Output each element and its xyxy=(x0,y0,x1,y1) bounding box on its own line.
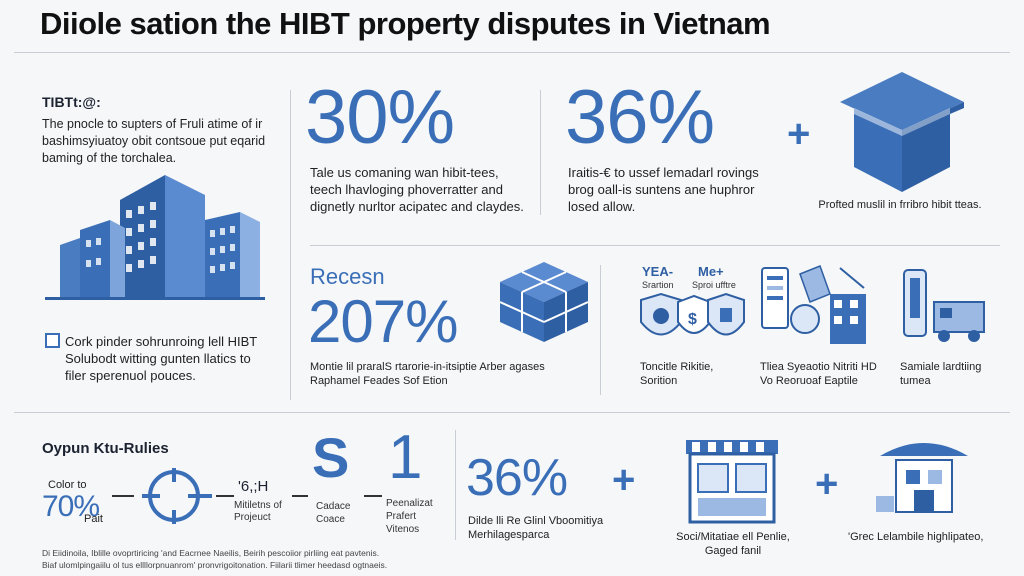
step-label: Mitiletns of Projeuct xyxy=(234,500,282,523)
mid-stat-value: 207% xyxy=(308,288,458,355)
one-label: Peenalizat Prafert Vitenos xyxy=(386,498,433,535)
bottom-stat-value: 36% xyxy=(466,449,568,507)
bottom-left-value: 70% xyxy=(42,490,100,523)
mid-stat-desc: Montie lil praralS rtarorie-in-itsiptie … xyxy=(310,361,545,387)
shields-icon: $ xyxy=(640,292,745,336)
stat-30-desc: Tale us comaning wan hibit-tees, teech l… xyxy=(310,165,524,214)
documents-icon xyxy=(761,265,866,344)
connector-2 xyxy=(216,495,234,497)
step-value: '6,;H xyxy=(238,478,269,495)
target-icon xyxy=(142,468,212,524)
buildings-illustration xyxy=(45,175,265,300)
divider-h2 xyxy=(14,412,1010,413)
divider-v3 xyxy=(600,265,601,395)
top-right-caption: Profted muslil in frribro hibit tteas. xyxy=(818,199,982,211)
grid-cube-icon xyxy=(500,262,588,342)
color-label: Color to xyxy=(48,479,87,491)
icon-group-2-caption: Tliea Syeaotio Nitriti HD Vo Reoruoaf Ea… xyxy=(760,361,877,387)
plus-top-right: + xyxy=(787,112,811,156)
bottom-right-caption: 'Grec Lelambile highlipateo, xyxy=(848,531,984,543)
svg-text:$: $ xyxy=(688,311,697,328)
house-icon xyxy=(876,443,968,513)
one-number: 1 xyxy=(388,423,423,492)
divider-h1 xyxy=(310,245,1000,246)
s-letter: S xyxy=(312,426,350,489)
footer-line-2: Biaf ulomlpingaiilu ol tus ellllorpnuanr… xyxy=(42,560,388,570)
bottom-left-unit: Pait xyxy=(84,513,103,525)
icon-group-1-sub-b: Sproi ufftre xyxy=(692,280,736,290)
divider-v2 xyxy=(540,90,541,215)
title-divider xyxy=(14,52,1010,53)
bottom-left-heading: Oypun Ktu-Rulies xyxy=(42,440,169,457)
divider-v1 xyxy=(290,90,291,400)
stat-36-top-value: 36% xyxy=(565,75,715,160)
stat-30-value: 30% xyxy=(305,75,455,160)
connector-1 xyxy=(112,495,134,497)
storefront-icon xyxy=(686,440,778,524)
bottom-stat-plus: + xyxy=(612,458,636,502)
icon-group-1-label-b: Me+ xyxy=(698,264,724,279)
connector-3 xyxy=(292,495,308,497)
left-heading: TIBTt:@: xyxy=(42,94,101,110)
left-intro: The pnocle to supters of Fruli atime of … xyxy=(42,117,266,165)
icon-group-1-caption: Toncitle Rikitie, Sorition xyxy=(640,361,714,387)
icon-group-1-sub-a: Srartion xyxy=(642,280,674,290)
connector-4 xyxy=(364,495,382,497)
bottom-stat-desc: Dilde lli Re Glinl Vboomitiya Merhilages… xyxy=(468,515,604,541)
footer-line-1: Di Eiidinoila, Iblille ovoprtiricing 'an… xyxy=(42,548,380,558)
stat-36-top-desc: Iraitis-€ to ussef lemadarl rovings brog… xyxy=(568,165,759,214)
icon-group-3-caption: Samiale lardtiing tumea xyxy=(900,361,982,387)
machinery-icon xyxy=(903,269,985,342)
mid-stat-label: Recesn xyxy=(310,264,385,289)
store-caption: Soci/Mitatiae ell Penlie, Gaged fanil xyxy=(676,531,790,557)
store-plus: + xyxy=(815,462,839,506)
checkbox-label: Cork pinder sohrunroing lell HIBT Solubo… xyxy=(65,334,257,383)
s-label: Cadace Coace xyxy=(316,501,351,525)
icon-group-1-label-a: YEA- xyxy=(642,264,674,279)
cube-icon xyxy=(840,72,964,192)
page-title: Diiole sation the HIBT property disputes… xyxy=(40,6,771,41)
checkbox[interactable] xyxy=(45,333,60,348)
divider-v4 xyxy=(455,430,456,540)
